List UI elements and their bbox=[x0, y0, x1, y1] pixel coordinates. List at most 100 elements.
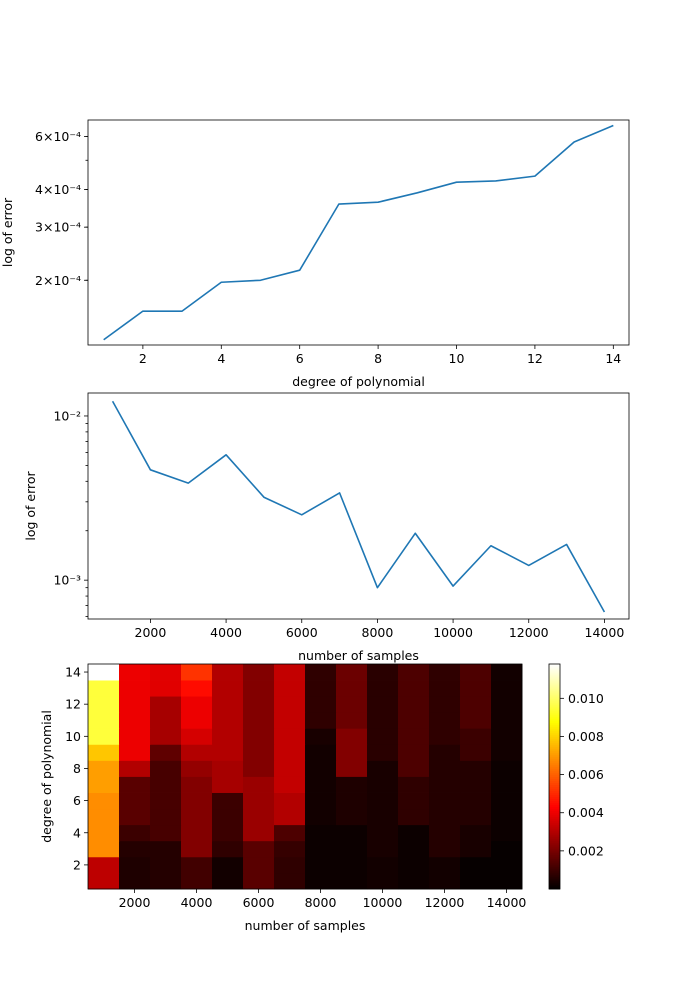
x-tick-label: 2 bbox=[139, 351, 147, 366]
heatmap-cell bbox=[429, 856, 461, 874]
heatmap-cell bbox=[119, 824, 151, 842]
x-tick-label: 8000 bbox=[305, 895, 337, 910]
colorbar-segment bbox=[549, 712, 560, 715]
heatmap-cell bbox=[336, 696, 368, 713]
heatmap-cell bbox=[429, 744, 461, 761]
colorbar-segment bbox=[549, 688, 560, 691]
colorbar-segment bbox=[549, 866, 560, 870]
colorbar-segment bbox=[549, 686, 560, 689]
x-tick-label: 10 bbox=[449, 351, 465, 366]
heatmap-cell bbox=[367, 664, 399, 681]
heatmap-cell bbox=[305, 712, 337, 729]
heatmap-cell bbox=[181, 792, 213, 810]
heatmap-cell bbox=[367, 680, 399, 697]
heatmap-cell bbox=[491, 792, 523, 810]
heatmap-cell bbox=[243, 840, 275, 858]
x-axis-label: number of samples bbox=[245, 918, 366, 933]
heatmap-cell bbox=[336, 760, 368, 777]
heatmap-cell bbox=[367, 856, 399, 874]
heatmap-cell bbox=[491, 664, 523, 681]
colorbar-segment bbox=[549, 808, 560, 812]
heatmap-cell bbox=[212, 808, 244, 826]
y-axis-label: log of error bbox=[23, 470, 38, 540]
heatmap-cell bbox=[367, 728, 399, 745]
colorbar-segment bbox=[549, 872, 560, 876]
heatmap-cell bbox=[88, 728, 120, 745]
heatmap-cell bbox=[212, 728, 244, 745]
colorbar-segment bbox=[549, 882, 560, 886]
heatmap-cell bbox=[88, 776, 120, 793]
x-tick-label: 12000 bbox=[509, 625, 549, 640]
heatmap-cell bbox=[398, 760, 430, 777]
colorbar-segment bbox=[549, 684, 560, 687]
heatmap-cell bbox=[460, 776, 492, 793]
heatmap-cell bbox=[398, 824, 430, 842]
x-tick-label: 10000 bbox=[433, 625, 473, 640]
heatmap-cell bbox=[212, 856, 244, 874]
heatmap-cell bbox=[243, 872, 275, 890]
heatmap-cell bbox=[305, 776, 337, 793]
heatmap-cell bbox=[336, 712, 368, 729]
y-tick-label: 2 bbox=[73, 857, 81, 872]
colorbar-tick-label: 0.006 bbox=[568, 767, 604, 782]
colorbar-segment bbox=[549, 668, 560, 671]
y-tick-label: 2×10⁻⁴ bbox=[35, 273, 81, 288]
colorbar-segment bbox=[549, 746, 560, 749]
colorbar-segment bbox=[549, 744, 560, 747]
colorbar-segment bbox=[549, 724, 560, 727]
colorbar-segment bbox=[549, 802, 560, 806]
heatmap-cell bbox=[274, 712, 306, 729]
heatmap-cell bbox=[398, 712, 430, 729]
colorbar-segment bbox=[549, 776, 560, 780]
colorbar-segment bbox=[549, 680, 560, 683]
heatmap-cell bbox=[274, 680, 306, 697]
colorbar-segment bbox=[549, 796, 560, 800]
heatmap-cell bbox=[243, 728, 275, 745]
heatmap-cell bbox=[150, 872, 182, 890]
colorbar-segment bbox=[549, 674, 560, 677]
colorbar-segment bbox=[549, 740, 560, 743]
colorbar-segment bbox=[549, 730, 560, 733]
heatmap-cell bbox=[460, 760, 492, 777]
heatmap-cell bbox=[491, 856, 523, 874]
heatmap-cell bbox=[150, 696, 182, 713]
colorbar-segment bbox=[549, 778, 560, 782]
colorbar-segment bbox=[549, 690, 560, 693]
heatmap-cell bbox=[398, 696, 430, 713]
heatmap-cell bbox=[305, 824, 337, 842]
colorbar-segment bbox=[549, 856, 560, 860]
colorbar-segment bbox=[549, 804, 560, 808]
plot-frame bbox=[87, 392, 630, 620]
colorbar-segment bbox=[549, 822, 560, 826]
colorbar-tick-label: 0.008 bbox=[568, 729, 604, 744]
heatmap-cell bbox=[429, 760, 461, 777]
heatmap-cell bbox=[367, 824, 399, 842]
heatmap-cell bbox=[274, 792, 306, 810]
heatmap-cell bbox=[119, 872, 151, 890]
heatmap-cell bbox=[274, 824, 306, 842]
colorbar-segment bbox=[549, 862, 560, 866]
colorbar-segment bbox=[549, 880, 560, 884]
heatmap-cell bbox=[460, 728, 492, 745]
heatmap-cell bbox=[398, 728, 430, 745]
colorbar-segment bbox=[549, 716, 560, 719]
heatmap-cell bbox=[491, 776, 523, 793]
colorbar-segment bbox=[549, 834, 560, 838]
heatmap-cell bbox=[150, 792, 182, 810]
colorbar-segment bbox=[549, 816, 560, 820]
colorbar-segment bbox=[549, 812, 560, 816]
colorbar-segment bbox=[549, 670, 560, 673]
heatmap-cell bbox=[305, 792, 337, 810]
heatmap-cell bbox=[88, 760, 120, 777]
x-tick-label: 14000 bbox=[585, 625, 625, 640]
colorbar-segment bbox=[549, 700, 560, 703]
colorbar-segment bbox=[549, 702, 560, 705]
heatmap-cell bbox=[336, 840, 368, 858]
heatmap-cell bbox=[305, 696, 337, 713]
colorbar-segment bbox=[549, 722, 560, 725]
heatmap-cell bbox=[305, 808, 337, 826]
heatmap-cell bbox=[274, 872, 306, 890]
heatmap-cell bbox=[491, 840, 523, 858]
series-line bbox=[103, 124, 614, 341]
colorbar-segment bbox=[549, 784, 560, 788]
